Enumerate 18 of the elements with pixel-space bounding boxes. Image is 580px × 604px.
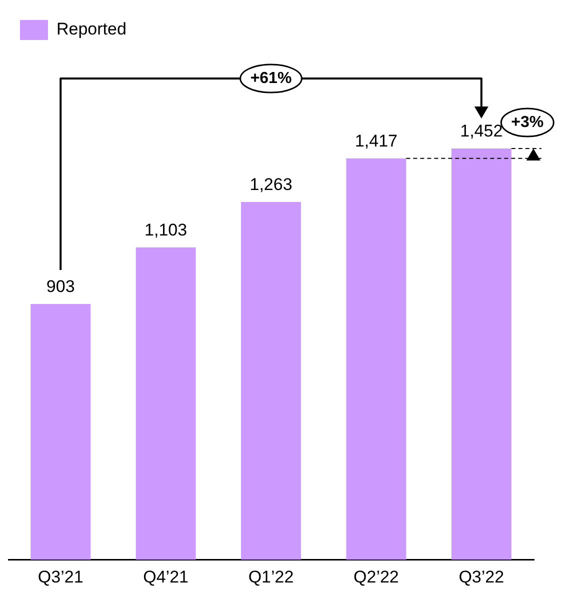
data-label: 1,452 (460, 122, 503, 141)
bar (451, 148, 512, 560)
text: +61% (250, 70, 292, 87)
bar (346, 158, 406, 560)
bar (30, 304, 91, 560)
x-tick-label: Q1’22 (248, 567, 294, 586)
text: +3% (511, 114, 544, 131)
x-tick-label: Q3’22 (458, 567, 504, 586)
data-label: 1,103 (144, 220, 188, 240)
data-label: 1,263 (250, 175, 292, 194)
x-tick-label: Q4’21 (143, 567, 188, 586)
bar (136, 247, 196, 560)
x-tick-label: Q3’21 (38, 567, 84, 586)
data-label: 1,417 (354, 132, 398, 151)
bar (241, 202, 301, 560)
x-tick-label: Q2’22 (354, 567, 399, 586)
legend-label: Reported (56, 20, 126, 39)
data-label: 903 (46, 277, 75, 296)
